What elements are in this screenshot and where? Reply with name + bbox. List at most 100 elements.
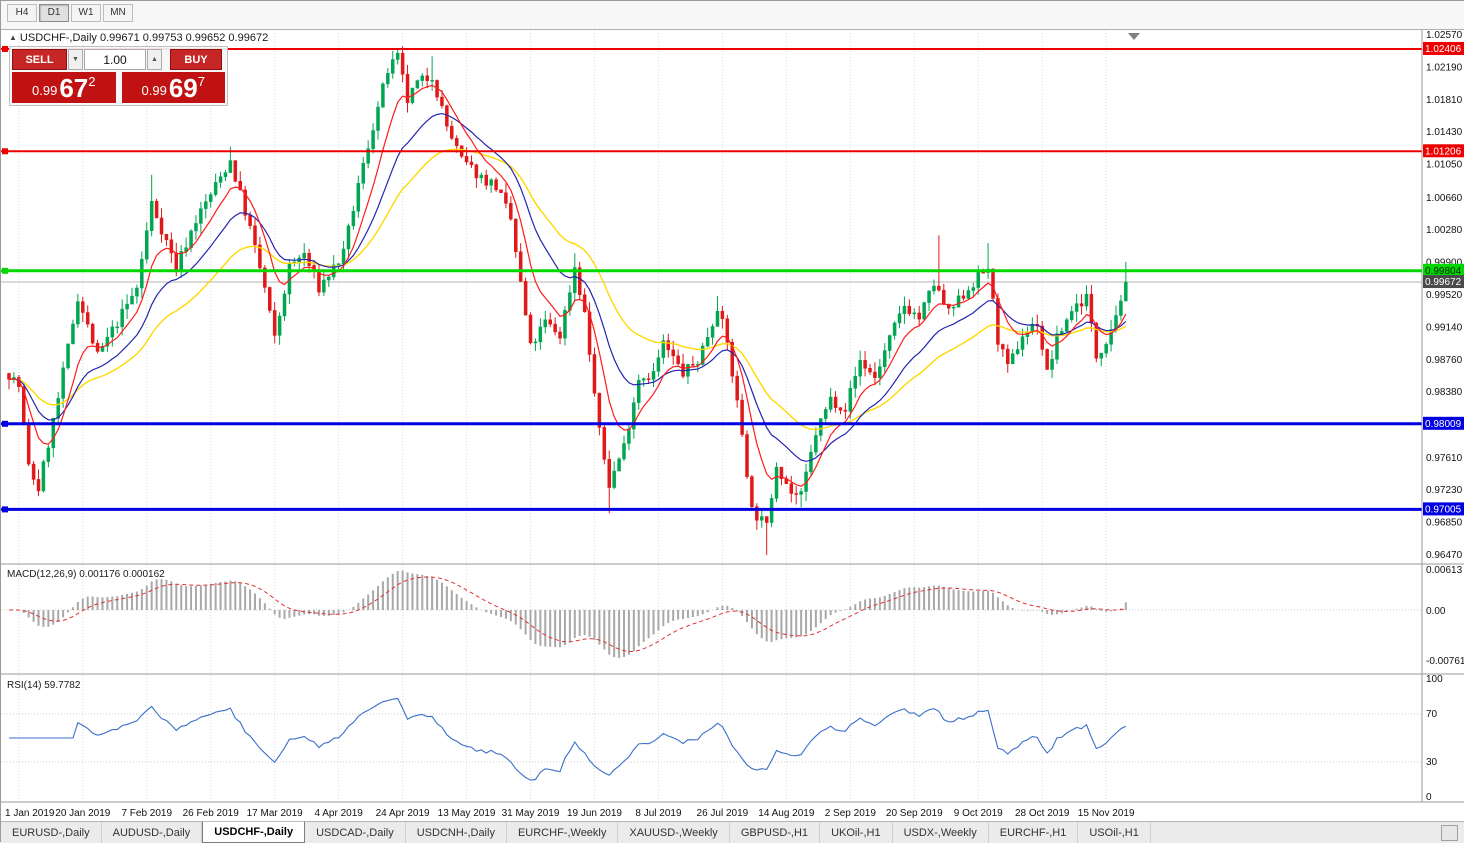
- tab-usdx-weekly[interactable]: USDX-,Weekly: [893, 822, 989, 843]
- svg-text:1.02190: 1.02190: [1426, 62, 1463, 73]
- svg-text:70: 70: [1426, 709, 1438, 720]
- tab-usdcnh-daily[interactable]: USDCNH-,Daily: [406, 822, 507, 843]
- svg-text:19 Jun 2019: 19 Jun 2019: [567, 808, 622, 819]
- sell-button[interactable]: SELL: [12, 49, 67, 70]
- grid: [1, 30, 1422, 802]
- svg-text:2 Sep 2019: 2 Sep 2019: [825, 808, 877, 819]
- volume-decrease-button[interactable]: ▼: [68, 49, 83, 70]
- chart-area[interactable]: 1.02570 1.02190 1.01810 1.01430 1.01050 1.006…: [1, 29, 1464, 821]
- svg-text:1.02570: 1.02570: [1426, 30, 1463, 41]
- svg-text:0.99804: 0.99804: [1425, 266, 1462, 277]
- indicator-panes[interactable]: [1, 570, 1422, 781]
- price-chart-canvas[interactable]: 1.02570 1.02190 1.01810 1.01430 1.01050 1.006…: [1, 30, 1464, 822]
- chart-shift-marker-icon: [1128, 33, 1140, 40]
- volume-increase-button[interactable]: ▲: [147, 49, 162, 70]
- price-pane[interactable]: [1, 33, 1422, 555]
- price-level-badge: [1423, 144, 1464, 158]
- svg-text:0.96850: 0.96850: [1426, 518, 1463, 529]
- tab-xauusd-weekly[interactable]: XAUUSD-,Weekly: [618, 822, 730, 843]
- svg-text:26 Feb 2019: 26 Feb 2019: [183, 808, 240, 819]
- volume-input[interactable]: [84, 49, 146, 70]
- price-level-badge: [1423, 275, 1464, 289]
- svg-text:0.99672: 0.99672: [1425, 277, 1462, 288]
- svg-text:1.00660: 1.00660: [1426, 193, 1463, 204]
- price-axis[interactable]: 1.02570 1.02190 1.01810 1.01430 1.01050 1.006…: [1, 30, 1464, 803]
- tab-ukoil-h1[interactable]: UKOil-,H1: [820, 822, 893, 843]
- buy-price-pip: 7: [197, 74, 205, 89]
- svg-text:0.00613: 0.00613: [1426, 565, 1463, 576]
- tab-usdchf-daily[interactable]: USDCHF-,Daily: [202, 821, 306, 843]
- svg-text:0.97230: 0.97230: [1426, 485, 1463, 496]
- svg-text:7 Feb 2019: 7 Feb 2019: [121, 808, 172, 819]
- price-level-badge: [1423, 502, 1464, 516]
- date-axis[interactable]: 1 Jan 2019 20 Jan 2019 7 Feb 2019 26 Feb 20…: [5, 808, 1135, 819]
- svg-text:1.01050: 1.01050: [1426, 160, 1463, 171]
- sell-price-display[interactable]: 0.99 67 2: [12, 72, 116, 103]
- sell-price-prefix: 0.99: [32, 83, 58, 98]
- buy-price-main: 69: [168, 73, 198, 103]
- svg-text:0.99900: 0.99900: [1426, 258, 1463, 269]
- rsi-label: RSI(14) 59.7782: [7, 680, 81, 691]
- svg-text:9 Oct 2019: 9 Oct 2019: [954, 808, 1003, 819]
- svg-text:28 Oct 2019: 28 Oct 2019: [1015, 808, 1070, 819]
- price-level-badge: [1423, 263, 1464, 277]
- chart-title: ▲ USDCHF-,Daily 0.99671 0.99753 0.99652 0…: [9, 32, 268, 44]
- svg-text:31 May 2019: 31 May 2019: [502, 808, 560, 819]
- timeframe-button-d1[interactable]: D1: [39, 4, 69, 22]
- svg-text:20 Sep 2019: 20 Sep 2019: [886, 808, 943, 819]
- svg-text:14 Aug 2019: 14 Aug 2019: [758, 808, 815, 819]
- buy-price-display[interactable]: 0.99 69 7: [121, 72, 225, 103]
- tab-usoil-h1[interactable]: USOil-,H1: [1078, 822, 1151, 843]
- buy-button[interactable]: BUY: [170, 49, 222, 70]
- tab-audusd-daily[interactable]: AUDUSD-,Daily: [102, 822, 203, 843]
- tab-scroll-button[interactable]: [1441, 825, 1458, 841]
- svg-text:1.02406: 1.02406: [1425, 44, 1462, 55]
- svg-text:0.97005: 0.97005: [1425, 504, 1462, 515]
- svg-text:15 Nov 2019: 15 Nov 2019: [1078, 808, 1135, 819]
- svg-text:4 Apr 2019: 4 Apr 2019: [314, 808, 363, 819]
- chart-title-text: USDCHF-,Daily 0.99671 0.99753 0.99652 0.…: [19, 32, 269, 44]
- price-level-badge: [1423, 41, 1464, 55]
- svg-text:0.98380: 0.98380: [1426, 387, 1463, 398]
- svg-text:13 May 2019: 13 May 2019: [438, 808, 496, 819]
- svg-text:0.98009: 0.98009: [1425, 419, 1462, 430]
- svg-text:24 Apr 2019: 24 Apr 2019: [376, 808, 430, 819]
- svg-text:30: 30: [1426, 757, 1438, 768]
- svg-text:17 Mar 2019: 17 Mar 2019: [247, 808, 304, 819]
- tab-eurchf-h1[interactable]: EURCHF-,H1: [989, 822, 1079, 843]
- one-click-trading-panel: SELL ▼ ▲ BUY 0.99 67 2 0.99 69 7: [9, 46, 228, 106]
- svg-text:0.00: 0.00: [1426, 606, 1446, 617]
- svg-text:20 Jan 2019: 20 Jan 2019: [55, 808, 110, 819]
- sell-price-main: 67: [59, 73, 89, 103]
- svg-text:1.00280: 1.00280: [1426, 225, 1463, 236]
- svg-text:1.01430: 1.01430: [1426, 127, 1463, 138]
- macd-label: MACD(12,26,9) 0.001176 0.000162: [7, 569, 165, 580]
- timeframe-button-h4[interactable]: H4: [7, 4, 37, 22]
- svg-text:0: 0: [1426, 792, 1432, 803]
- svg-text:0.96470: 0.96470: [1426, 550, 1463, 561]
- svg-text:100: 100: [1426, 674, 1443, 685]
- svg-text:1.01206: 1.01206: [1425, 146, 1462, 157]
- svg-text:0.98760: 0.98760: [1426, 355, 1463, 366]
- timeframe-button-w1[interactable]: W1: [71, 4, 101, 22]
- tab-eurusd-daily[interactable]: EURUSD-,Daily: [1, 822, 102, 843]
- sell-price-pip: 2: [88, 74, 96, 89]
- svg-text:26 Jul 2019: 26 Jul 2019: [697, 808, 749, 819]
- tab-usdcad-daily[interactable]: USDCAD-,Daily: [305, 822, 406, 843]
- svg-text:0.99140: 0.99140: [1426, 322, 1463, 333]
- svg-text:1 Jan 2019: 1 Jan 2019: [5, 808, 55, 819]
- uptick-icon: ▲: [9, 33, 17, 42]
- timeframe-button-mn[interactable]: MN: [103, 4, 133, 22]
- price-level-badge: [1423, 416, 1464, 430]
- svg-text:0.99520: 0.99520: [1426, 290, 1463, 301]
- svg-text:8 Jul 2019: 8 Jul 2019: [635, 808, 682, 819]
- svg-text:-0.00761: -0.00761: [1426, 656, 1464, 667]
- svg-text:0.97610: 0.97610: [1426, 453, 1463, 464]
- tab-eurchf-weekly[interactable]: EURCHF-,Weekly: [507, 822, 619, 843]
- tab-gbpusd-h1[interactable]: GBPUSD-,H1: [730, 822, 821, 843]
- chart-tabs: EURUSD-,Daily AUDUSD-,Daily USDCHF-,Daily U…: [1, 821, 1464, 843]
- timeframe-toolbar: H4 D1 W1 MN: [1, 1, 1464, 29]
- buy-price-prefix: 0.99: [141, 83, 167, 98]
- svg-text:1.01810: 1.01810: [1426, 95, 1463, 106]
